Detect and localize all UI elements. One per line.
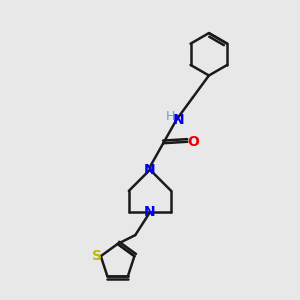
Text: N: N	[144, 163, 156, 177]
Text: H: H	[165, 110, 175, 123]
Text: N: N	[144, 205, 156, 219]
Text: S: S	[92, 249, 102, 263]
Text: N: N	[173, 113, 185, 127]
Text: O: O	[187, 135, 199, 149]
